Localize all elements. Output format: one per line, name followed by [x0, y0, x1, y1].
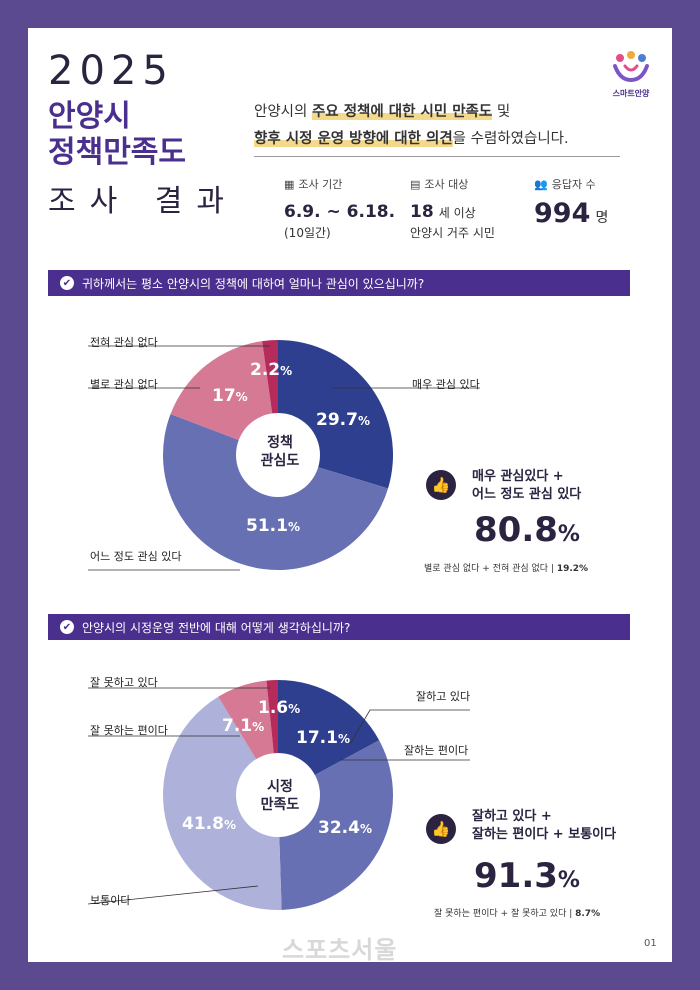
intro-divider — [254, 156, 620, 157]
respondents-value: 994 — [534, 198, 591, 229]
check-icon: ✔ — [60, 620, 74, 634]
pct2-average: 41.8% — [182, 814, 236, 834]
legend2-notdoing: 잘 못하고 있다 — [90, 676, 158, 689]
pct1-very: 29.7% — [316, 410, 370, 430]
respondents-unit: 명 — [595, 210, 609, 226]
period-value: 6.9. ~ 6.18. — [284, 202, 396, 222]
legend1-none: 전혀 관심 없다 — [90, 336, 158, 349]
report-title-line1: 안양시 — [48, 99, 131, 134]
pct2-notdoing: 1.6% — [258, 698, 301, 718]
logo-text: 스마트안양 — [612, 89, 650, 98]
pct1-some: 51.1% — [246, 516, 300, 536]
pct1-little: 17% — [212, 386, 248, 406]
legend1-very: 매우 관심 있다 — [412, 378, 480, 391]
summary2-value: 91.3% — [474, 856, 580, 896]
summary1-label: 매우 관심있다 + 어느 정도 관심 있다 — [472, 469, 582, 502]
summary1-value: 80.8% — [474, 510, 580, 550]
legend2-fair: 잘하는 편이다 — [404, 744, 469, 757]
chart2-center-label: 시정 만족도 — [260, 779, 300, 813]
legend2-average: 보통이다 — [90, 894, 131, 907]
check-icon: ✔ — [60, 276, 74, 290]
report-year: 2025 — [48, 48, 174, 94]
target-note: 안양시 거주 시민 — [410, 226, 495, 240]
leader-line-average — [87, 885, 259, 905]
chart2-svg — [87, 680, 470, 910]
chart1-center-label: 정책 관심도 — [260, 435, 300, 469]
donut-hole — [236, 753, 320, 837]
stat-respondents: 👥 응답자 수 994 명 — [534, 177, 609, 230]
thumbs-up-icon: 👍 — [426, 814, 456, 844]
legend2-good: 잘하고 있다 — [416, 690, 471, 703]
logo-mark-icon — [613, 51, 649, 83]
pct2-good: 17.1% — [296, 728, 350, 748]
question1-text: 귀하께서는 평소 안양시의 정책에 대하여 얼마나 관심이 있으십니까? — [82, 276, 425, 291]
calendar-icon: ▦ — [284, 177, 295, 191]
clipboard-icon: ▤ — [410, 177, 421, 191]
question2-text: 안양시의 시정운영 전반에 대해 어떻게 생각하십니까? — [82, 620, 351, 635]
thumbs-up-icon: 👍 — [426, 470, 456, 500]
smart-anyang-logo: 스마트안양 — [606, 50, 656, 99]
summary2-label: 잘하고 있다 + 잘하는 편이다 + 보통이다 — [472, 809, 617, 842]
intro-line1: 안양시의 주요 정책에 대한 시민 만족도 및 — [254, 104, 511, 120]
pct2-fair: 32.4% — [318, 818, 372, 838]
summary1-note: 별로 관심 없다 + 전혀 관심 없다 | 19.2% — [424, 564, 589, 574]
period-note: (10일간) — [284, 226, 331, 240]
chart1-svg — [88, 340, 480, 571]
question1-bar: ✔ 귀하께서는 평소 안양시의 정책에 대하여 얼마나 관심이 있으십니까? — [48, 270, 630, 296]
people-icon: 👥 — [534, 177, 548, 191]
legend1-some: 어느 정도 관심 있다 — [90, 550, 182, 563]
report-title-line3: 조사 결과 — [48, 184, 238, 219]
intro-line2: 향후 시정 운영 방향에 대한 의견을 수렴하였습니다. — [254, 131, 569, 147]
legend1-little: 별로 관심 없다 — [90, 378, 158, 391]
pct2-notgood: 7.1% — [222, 716, 265, 736]
legend2-notgood: 잘 못하는 편이다 — [90, 724, 168, 737]
question2-bar: ✔ 안양시의 시정운영 전반에 대해 어떻게 생각하십니까? — [48, 614, 630, 640]
leader-line-good — [349, 709, 470, 745]
report-title-line2: 정책만족도 — [48, 135, 186, 170]
stat-target: ▤ 조사 대상 18 세 이상 안양시 거주 시민 — [410, 177, 495, 241]
target-unit: 세 이상 — [438, 206, 476, 220]
pie-slice — [162, 696, 282, 910]
stat-period: ▦ 조사 기간 6.9. ~ 6.18. (10일간) — [284, 177, 396, 241]
donut-hole — [236, 413, 320, 497]
page-number: 01 — [644, 938, 657, 949]
summary2-note: 잘 못하는 편이다 + 잘 못하고 있다 | 8.7% — [434, 909, 601, 919]
target-value: 18 — [410, 202, 434, 222]
watermark: 스포츠서울 — [282, 936, 398, 964]
pct1-none: 2.2% — [250, 360, 293, 380]
